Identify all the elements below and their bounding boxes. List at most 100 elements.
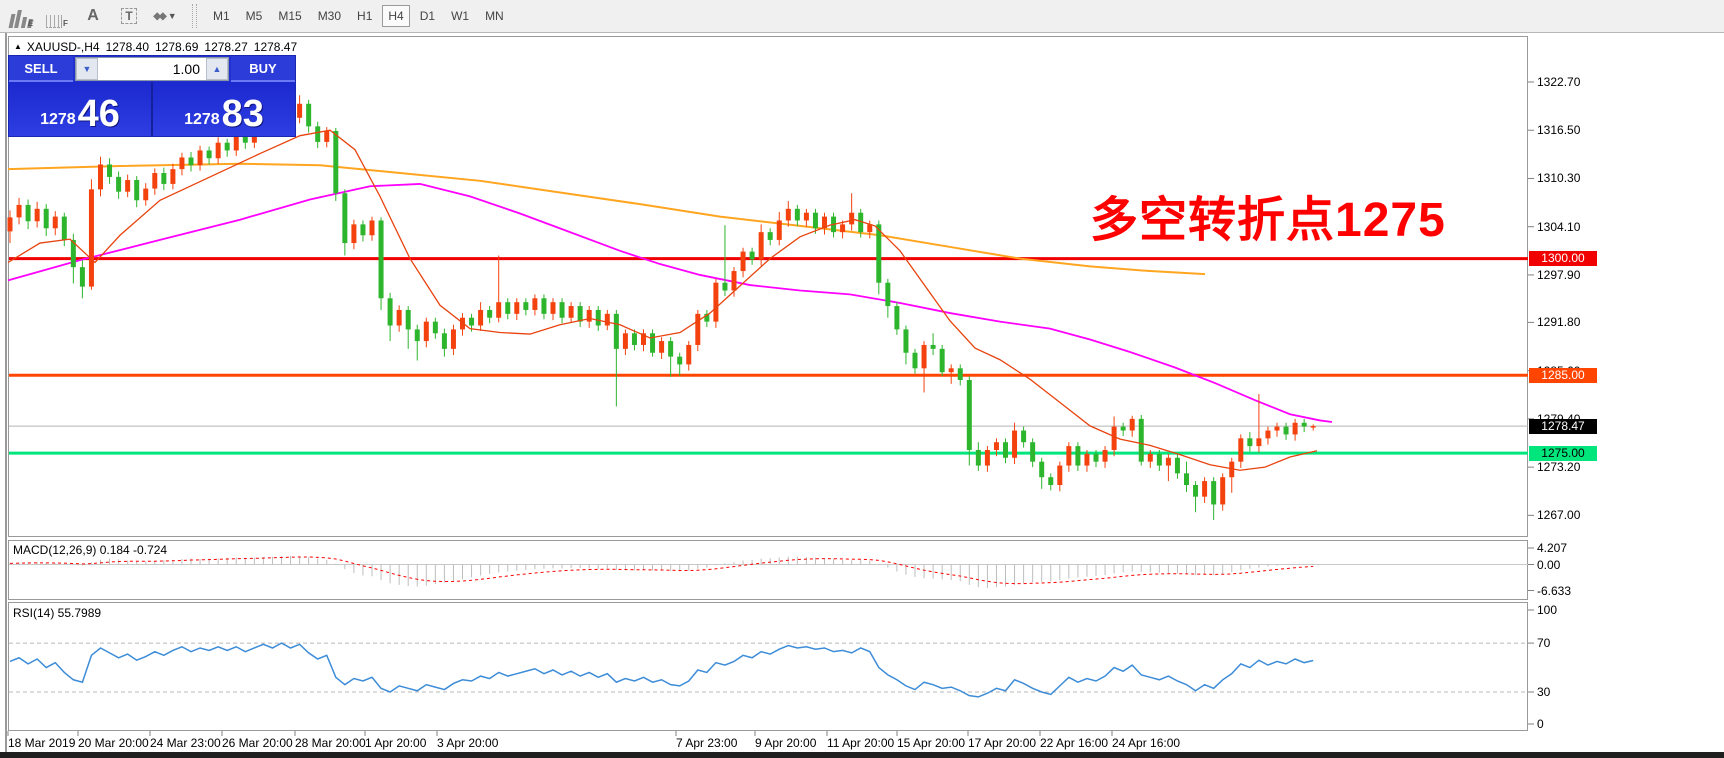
timeframe-button-mn[interactable]: MN [485,9,504,23]
candle-body [1147,453,1153,462]
timeframe-button-w1[interactable]: W1 [451,9,470,23]
candle-body [1292,422,1298,435]
candle-body [930,344,936,349]
timeframe-button-m30[interactable]: M30 [317,9,342,23]
candle-body [1021,430,1027,443]
price-tick-label: 1273.20 [1537,460,1581,475]
candle-body [903,329,909,353]
candle-body [161,173,167,184]
candle-body [1247,438,1253,447]
candle-body [505,302,511,314]
candle-body [686,344,692,365]
ohlc-high: 1278.69 [155,40,199,54]
candle-body [170,169,176,184]
timeframe-button-h4[interactable]: H4 [382,5,410,27]
candle-body [1003,442,1008,458]
ohlc-close: 1278.47 [253,40,298,54]
candle-body [469,317,475,326]
candle-body [215,142,221,159]
candle-body [378,220,384,299]
buy-price-tile[interactable]: 1278 83 [151,82,295,136]
rsi-tick-label: 70 [1537,636,1551,651]
text-a-icon[interactable]: A [87,7,99,24]
candle-body [1256,438,1262,447]
objects-icon[interactable]: ◆◆ ▼ [153,10,177,22]
candle-body [224,142,230,151]
candle-body [107,164,113,177]
candle-body [1193,485,1199,497]
candle-body [7,217,13,232]
candle-body [405,309,411,330]
price-tick-label: 1316.50 [1537,123,1581,138]
candle-body [939,348,945,373]
candle-body [1120,426,1126,431]
collapse-arrow-icon[interactable]: ▲ [14,42,22,51]
candle-body [478,309,484,326]
candle-body [885,282,891,307]
volume-increase-button[interactable]: ▲ [206,58,228,80]
date-label: 11 Apr 20:00 [827,736,895,750]
candle-body [1066,446,1072,466]
candle-body [306,103,312,127]
date-label: 22 Apr 16:00 [1040,736,1109,750]
candle-body [423,321,429,342]
sell-price-small: 1278 [40,111,76,128]
candle-body [1075,446,1081,466]
sell-button[interactable]: SELL [9,56,73,82]
volume-input[interactable]: 1.00 [98,58,206,80]
date-label: 20 Mar 20:00 [78,736,149,750]
candle-body [143,188,149,201]
candle-body [1202,481,1208,497]
candle-body [1057,465,1063,486]
grid-icon[interactable]: F [42,4,72,28]
candle-body [1165,457,1171,466]
candle-body [387,298,393,326]
candle-body [794,208,800,221]
candle-body [767,232,773,240]
candle-body [1238,438,1244,462]
macd-tick-label: 0.00 [1537,557,1561,572]
toolbar: E F A T ◆◆ ▼ M1 M5 M15 M30 H1 H4 D1 W1 MN [0,0,1724,33]
chevron-down-icon: ▼ [167,11,177,21]
timeframe-button-m15[interactable]: M15 [278,9,302,23]
timeframe-button-m1[interactable]: M1 [213,9,230,23]
candle-body [188,157,194,166]
candle-body [631,333,637,345]
candle-body [523,302,529,310]
candle-body [1174,457,1180,474]
timeframe-button-d1[interactable]: D1 [419,9,436,23]
candles [7,95,1316,521]
candle-body [1111,426,1117,450]
buy-button[interactable]: BUY [231,56,295,82]
candle-body [803,212,809,221]
date-label: 17 Apr 20:00 [968,736,1037,750]
candle-body [441,333,447,349]
candle-body [487,309,493,318]
candle-body [1283,426,1289,435]
macd-tick-label: 4.207 [1537,541,1568,555]
timeframe-button-h1[interactable]: H1 [357,9,373,23]
candle-body [822,216,827,229]
candle-body [668,341,674,357]
candle-body [912,352,918,369]
candle-body [179,157,185,170]
candle-body [116,176,122,192]
timeframe-button-m5[interactable]: M5 [245,9,263,23]
annotation-text: 多空转折点1275 [1090,194,1446,247]
rsi-tick-label: 100 [1537,603,1558,617]
candle-body [858,212,864,233]
candle-body [966,379,972,450]
text-cursor-icon[interactable]: T [114,4,144,28]
sell-price-tile[interactable]: 1278 46 [9,82,151,136]
candle-body [297,103,303,118]
candle-body [1084,453,1090,466]
volume-decrease-button[interactable]: ▼ [76,58,98,80]
candle-body [52,216,58,229]
candle-body [1138,418,1144,462]
date-label: 24 Mar 23:00 [150,736,221,750]
candle-body [749,251,755,260]
level-badge-1275.00: 1275.00 [1529,445,1597,461]
ohlc-low: 1278.27 [204,40,248,54]
candle-body [532,298,538,310]
